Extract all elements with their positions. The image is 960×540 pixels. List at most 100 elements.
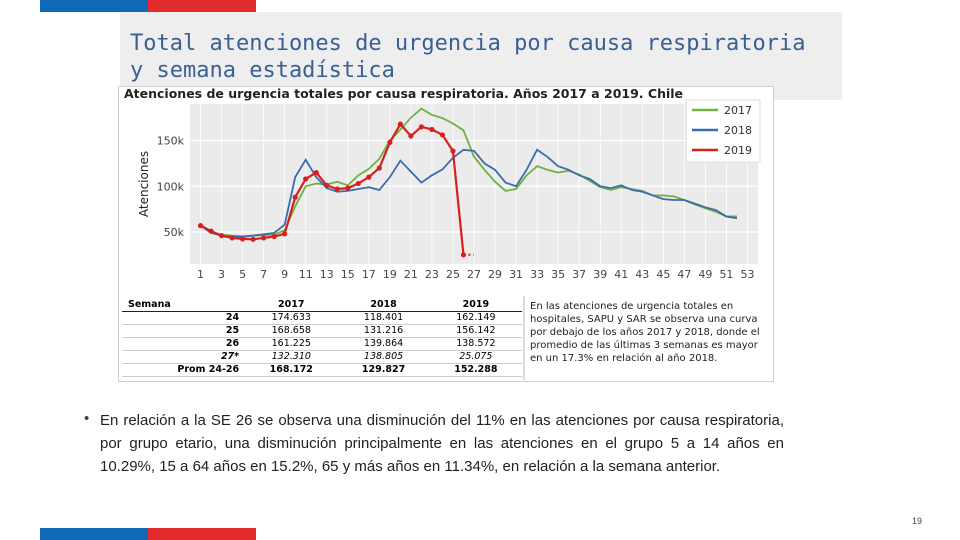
table-cell: Prom 24-26 xyxy=(122,363,246,377)
title-background xyxy=(120,12,842,100)
chart-figure: Atenciones de urgencia totales por causa… xyxy=(122,86,761,380)
table-cell: 162.149 xyxy=(429,311,522,325)
x-tick-label: 37 xyxy=(572,268,586,281)
data-point-2019 xyxy=(229,235,235,241)
table-cell: 161.225 xyxy=(245,337,338,351)
table-header-cell: 2017 xyxy=(245,298,338,312)
legend-label-2019: 2019 xyxy=(724,144,752,157)
data-point-2019 xyxy=(208,228,214,234)
table-cell: 26 xyxy=(122,337,246,351)
data-point-2019 xyxy=(460,252,467,258)
x-tick-label: 23 xyxy=(425,268,439,281)
data-point-2019 xyxy=(345,185,351,191)
legend-label-2017: 2017 xyxy=(724,104,752,117)
table-cell: 24 xyxy=(122,311,246,325)
data-point-2019 xyxy=(197,223,204,229)
table-header-row: Semana 2017 2018 2019 xyxy=(122,298,522,312)
x-tick-label: 11 xyxy=(299,268,313,281)
x-tick-label: 41 xyxy=(614,268,628,281)
data-point-2019 xyxy=(334,186,340,192)
data-point-2019 xyxy=(324,182,330,188)
chart-legend: 2017 2018 2019 xyxy=(685,99,761,163)
data-point-2019 xyxy=(250,236,256,242)
data-point-2019 xyxy=(450,148,456,154)
table-cell: 174.633 xyxy=(245,311,338,325)
top-bar-red xyxy=(148,0,256,12)
x-tick-label: 47 xyxy=(677,268,691,281)
table-row: 24 174.633 118.401 162.149 xyxy=(122,311,522,325)
table-cell: 138.805 xyxy=(337,350,430,364)
x-tick-labels: 1 3 5 7 9 11 13 15 17 19 21 23 25 27 29 31 33 35 37 39 41 43 4… xyxy=(197,268,754,281)
data-point-2019 xyxy=(439,132,446,138)
table-header-cell: 2019 xyxy=(429,298,522,312)
data-point-2019 xyxy=(313,169,319,176)
data-point-2019 xyxy=(355,180,361,187)
series-points xyxy=(197,121,467,258)
y-tick-label: 100k xyxy=(157,180,185,193)
data-point-2019 xyxy=(366,174,372,180)
y-tick-label: 150k xyxy=(157,135,185,148)
x-tick-label: 7 xyxy=(260,268,267,281)
table-cell: 156.142 xyxy=(429,324,522,338)
data-table: Semana 2017 2018 2019 24 174.633 118.401 162.14… xyxy=(122,298,522,377)
data-point-2019 xyxy=(218,233,225,239)
data-point-2019 xyxy=(271,233,277,240)
x-tick-label: 3 xyxy=(218,268,225,281)
table-row: Prom 24-26 168.172 129.827 152.288 xyxy=(122,363,522,377)
x-tick-label: 39 xyxy=(593,268,607,281)
bottom-bar-red xyxy=(148,528,256,540)
x-tick-label: 13 xyxy=(320,268,334,281)
bottom-bar-blue xyxy=(40,528,148,540)
data-point-2019 xyxy=(376,165,382,171)
table-cell: 27* xyxy=(122,350,246,364)
table-cell: 152.288 xyxy=(429,363,522,377)
x-tick-label: 31 xyxy=(509,268,523,281)
table-cell: 138.572 xyxy=(429,337,522,351)
x-tick-label: 51 xyxy=(719,268,733,281)
table-row: 25 168.658 131.216 156.142 xyxy=(122,324,522,338)
bullet-marker: • xyxy=(84,410,90,427)
x-tick-label: 21 xyxy=(404,268,418,281)
x-tick-label: 19 xyxy=(383,268,397,281)
table-note: En las atenciones de urgencia totales en… xyxy=(530,301,760,364)
body-paragraph: En relación a la SE 26 se observa una di… xyxy=(100,412,784,475)
data-point-2019 xyxy=(397,121,403,127)
data-point-2019 xyxy=(408,133,414,139)
table-cell: 25.075 xyxy=(429,350,522,364)
x-tick-label: 43 xyxy=(635,268,649,281)
table-cell: 132.310 xyxy=(245,350,338,364)
x-tick-label: 45 xyxy=(656,268,670,281)
y-axis-label: Atenciones xyxy=(137,151,151,217)
x-tick-label: 17 xyxy=(362,268,376,281)
legend-label-2018: 2018 xyxy=(724,124,752,137)
data-point-2019 xyxy=(303,176,309,182)
slide-title: Total atenciones de urgencia por causa r… xyxy=(130,31,806,83)
x-tick-label: 9 xyxy=(281,268,288,281)
data-point-2019 xyxy=(292,194,298,200)
table-cell: 25 xyxy=(122,324,246,338)
table-cell: 168.658 xyxy=(245,324,338,338)
data-point-2019 xyxy=(387,139,393,145)
data-point-2019 xyxy=(429,126,435,133)
x-tick-label: 15 xyxy=(341,268,355,281)
x-tick-label: 35 xyxy=(551,268,565,281)
data-point-2019 xyxy=(239,236,246,242)
table-header-cell: 2018 xyxy=(337,298,430,312)
table-cell: 129.827 xyxy=(337,363,430,377)
page-number: 19 xyxy=(912,516,923,526)
data-point-2019 xyxy=(418,124,425,130)
table-header-cell: Semana xyxy=(122,298,246,312)
data-table-container: Semana 2017 2018 2019 24 174.633 118.401 162.14… xyxy=(122,298,524,377)
table-cell: 139.864 xyxy=(337,337,430,351)
x-tick-label: 5 xyxy=(239,268,246,281)
chart-title: Atenciones de urgencia totales por causa… xyxy=(124,86,683,101)
table-row: 27* 132.310 138.805 25.075 xyxy=(122,350,522,364)
table-cell: 118.401 xyxy=(337,311,430,325)
data-point-2019 xyxy=(261,235,267,241)
table-row: 26 161.225 139.864 138.572 xyxy=(122,337,522,351)
bottom-color-bar xyxy=(40,528,256,540)
series-line-2018 xyxy=(200,148,738,238)
x-tick-label: 49 xyxy=(698,268,712,281)
x-tick-label: 25 xyxy=(446,268,460,281)
x-tick-label: 29 xyxy=(488,268,502,281)
